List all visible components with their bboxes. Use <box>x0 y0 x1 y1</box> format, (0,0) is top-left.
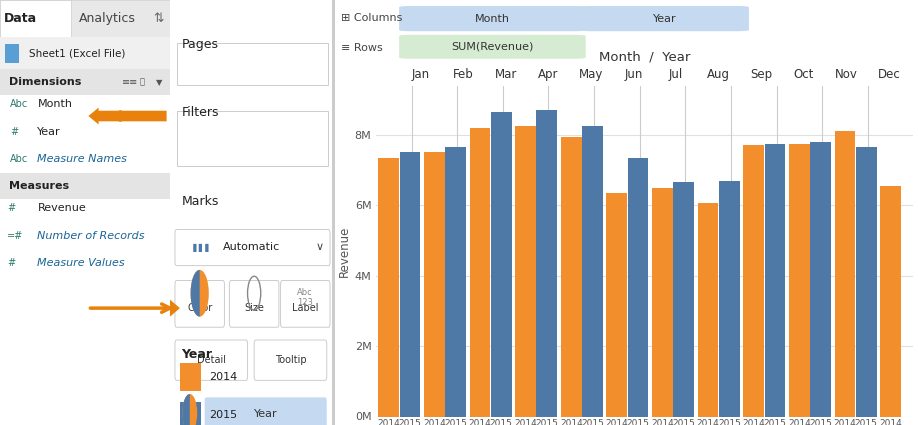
Text: ∨: ∨ <box>315 242 323 252</box>
Text: Measure Values: Measure Values <box>38 258 125 269</box>
Bar <box>470 128 490 417</box>
Bar <box>744 145 764 416</box>
Bar <box>789 144 810 416</box>
Bar <box>628 158 648 416</box>
Bar <box>0 37 170 69</box>
Text: ≡ Rows: ≡ Rows <box>341 43 383 53</box>
Bar <box>6 44 18 63</box>
Text: Year: Year <box>182 348 213 362</box>
Text: Pages: Pages <box>182 38 218 51</box>
Bar <box>515 126 536 416</box>
Text: ▐▐▐: ▐▐▐ <box>190 243 209 252</box>
Text: 2015: 2015 <box>209 410 238 420</box>
Text: #: # <box>6 203 15 213</box>
Text: #: # <box>6 258 15 269</box>
Bar <box>561 136 582 416</box>
Bar <box>880 186 901 416</box>
Circle shape <box>191 270 208 317</box>
Bar <box>445 147 466 416</box>
Text: Tooltip: Tooltip <box>274 355 307 366</box>
Text: Automatic: Automatic <box>223 242 280 252</box>
Bar <box>0 173 170 199</box>
Text: Year: Year <box>38 127 61 137</box>
Text: Number of Records: Number of Records <box>38 231 145 241</box>
Bar <box>536 110 557 416</box>
Bar <box>856 147 877 416</box>
Bar <box>0 0 72 37</box>
Text: 2014: 2014 <box>209 372 238 382</box>
FancyBboxPatch shape <box>205 397 327 425</box>
Text: Label: Label <box>292 303 319 313</box>
Bar <box>0 0 170 37</box>
Text: Measures: Measures <box>8 181 69 191</box>
Bar <box>607 193 627 416</box>
Text: Size: Size <box>244 303 264 313</box>
FancyBboxPatch shape <box>175 340 248 380</box>
Text: #: # <box>10 127 18 137</box>
Text: Analytics: Analytics <box>79 12 136 25</box>
FancyBboxPatch shape <box>254 340 327 380</box>
Bar <box>719 181 740 416</box>
Bar <box>582 126 603 416</box>
FancyBboxPatch shape <box>175 280 224 327</box>
Text: 🔍: 🔍 <box>140 77 144 87</box>
Bar <box>378 158 399 416</box>
Text: =#: =# <box>6 231 23 241</box>
Text: Measure Names: Measure Names <box>38 154 128 164</box>
Text: Dimensions: Dimensions <box>8 77 81 87</box>
FancyBboxPatch shape <box>580 6 749 31</box>
FancyArrow shape <box>87 300 180 317</box>
Text: Detail: Detail <box>196 355 226 366</box>
Bar <box>424 153 444 416</box>
Text: Year: Year <box>653 14 677 24</box>
FancyBboxPatch shape <box>399 35 586 59</box>
Text: Abc: Abc <box>10 154 28 164</box>
Text: Month: Month <box>475 14 509 24</box>
Wedge shape <box>183 394 190 425</box>
Title: Month  /  Year: Month / Year <box>599 51 690 63</box>
Text: Data: Data <box>4 12 37 25</box>
Bar <box>491 112 511 416</box>
Text: Filters: Filters <box>182 106 219 119</box>
Bar <box>176 42 329 85</box>
Bar <box>180 402 201 425</box>
Text: SUM(Revenue): SUM(Revenue) <box>452 42 533 52</box>
Wedge shape <box>191 270 200 317</box>
Text: Revenue: Revenue <box>38 203 86 213</box>
FancyBboxPatch shape <box>399 6 586 31</box>
Bar <box>176 110 329 166</box>
Text: ⊞ Columns: ⊞ Columns <box>341 13 402 23</box>
Text: ▼: ▼ <box>156 77 162 87</box>
Bar <box>834 131 856 416</box>
Text: Sheet1 (Excel File): Sheet1 (Excel File) <box>28 48 125 59</box>
Text: Marks: Marks <box>182 196 218 209</box>
Text: Color: Color <box>187 303 212 313</box>
Bar <box>331 0 335 425</box>
Bar <box>698 204 719 416</box>
Text: Abc: Abc <box>10 99 28 109</box>
Text: Year: Year <box>254 408 277 419</box>
Bar <box>399 153 420 416</box>
Bar <box>765 144 785 416</box>
FancyBboxPatch shape <box>230 280 279 327</box>
Text: ⇅: ⇅ <box>153 12 163 25</box>
Y-axis label: Revenue: Revenue <box>338 225 351 277</box>
Text: ≡≡: ≡≡ <box>122 77 139 87</box>
FancyArrow shape <box>88 108 166 125</box>
Bar <box>180 363 201 391</box>
FancyBboxPatch shape <box>281 280 330 327</box>
Bar <box>0 69 170 95</box>
Text: Abc
123: Abc 123 <box>297 288 313 307</box>
Bar <box>811 142 831 416</box>
Text: Month: Month <box>38 99 73 109</box>
Circle shape <box>183 394 197 425</box>
Bar <box>652 187 673 416</box>
FancyBboxPatch shape <box>175 230 330 266</box>
Bar <box>673 182 694 416</box>
